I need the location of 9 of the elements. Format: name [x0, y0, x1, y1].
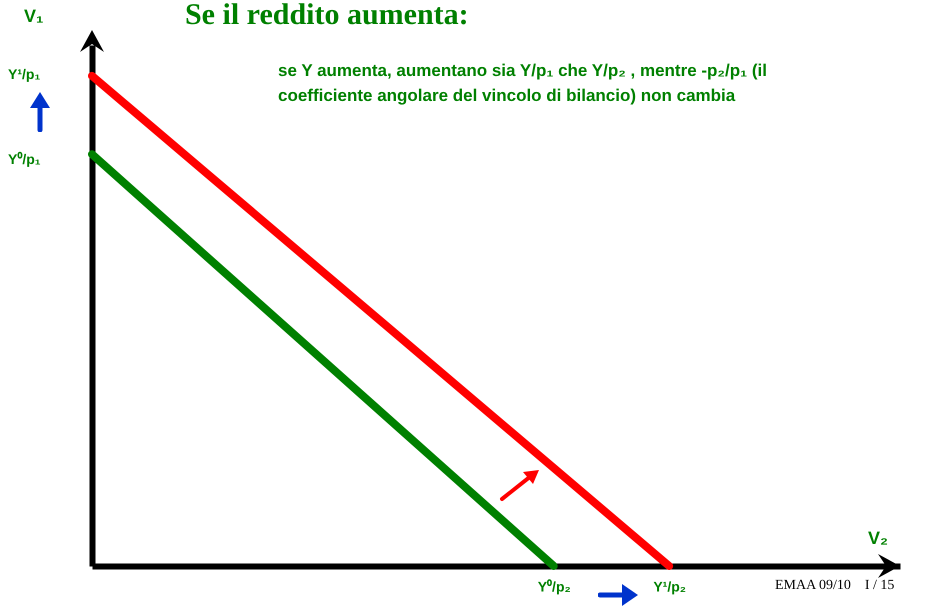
chart-title: Se il reddito aumenta:	[185, 0, 469, 32]
text: EMAA 09/10 I / 15	[775, 578, 894, 594]
x-tick-label: Y¹/p₂	[653, 578, 686, 594]
text: Y¹/p₁	[8, 66, 40, 82]
y-axis-title: V₁	[24, 6, 44, 27]
annotation: se Y aumenta, aumentano sia Y/p₁ che Y/p₂ , mentre -p₂/p₁ (il coefficiente angolare del vincolo di bilancio) non cambia	[278, 60, 768, 107]
text: Y⁰/p₁	[8, 150, 41, 168]
x-tick-label: Y⁰/p₂	[538, 578, 571, 594]
x-axis-title: V₂	[868, 528, 888, 549]
